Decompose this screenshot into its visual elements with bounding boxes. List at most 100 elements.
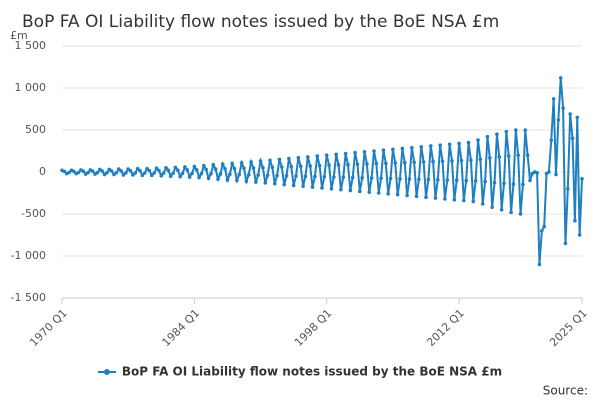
data-point xyxy=(547,170,551,174)
data-point xyxy=(360,175,364,180)
data-point xyxy=(502,181,506,186)
data-point xyxy=(138,168,142,173)
data-point xyxy=(322,174,327,179)
y-tick-label: -500 xyxy=(21,207,46,220)
data-point xyxy=(428,144,433,148)
data-point xyxy=(242,166,246,171)
data-point xyxy=(161,171,166,175)
data-point xyxy=(86,170,90,175)
data-point xyxy=(511,182,516,186)
data-point xyxy=(180,171,185,176)
data-point xyxy=(542,224,546,229)
data-point xyxy=(452,197,457,202)
data-point xyxy=(518,212,523,216)
data-point xyxy=(114,170,119,175)
data-point xyxy=(374,161,379,166)
data-point xyxy=(339,187,343,192)
data-point xyxy=(523,128,528,132)
data-point xyxy=(209,172,213,176)
data-point xyxy=(100,169,104,173)
data-point xyxy=(573,218,577,223)
data-point xyxy=(341,175,346,180)
data-point xyxy=(563,241,568,246)
data-point xyxy=(353,150,357,155)
data-point xyxy=(254,180,258,184)
data-point xyxy=(223,167,227,171)
data-point xyxy=(327,163,331,168)
data-point xyxy=(308,164,312,168)
data-point xyxy=(355,162,360,167)
data-point xyxy=(365,162,369,166)
data-point xyxy=(194,168,199,172)
data-point xyxy=(230,161,234,166)
data-point xyxy=(251,166,256,170)
data-point xyxy=(381,148,386,152)
data-point xyxy=(580,176,584,181)
data-point xyxy=(213,167,218,171)
y-tick-label: 1 500 xyxy=(15,39,47,52)
data-point xyxy=(258,159,263,163)
data-point xyxy=(119,169,123,173)
chart-title: BoP FA OI Liability flow notes issued by… xyxy=(22,12,499,32)
data-point xyxy=(457,141,461,146)
data-point xyxy=(298,164,303,169)
data-point xyxy=(185,168,190,172)
data-point xyxy=(154,166,159,171)
data-point xyxy=(216,177,220,181)
data-point xyxy=(561,106,565,110)
data-point xyxy=(197,175,201,180)
y-tick-label: -1 000 xyxy=(11,249,46,262)
data-point xyxy=(152,171,156,175)
data-point xyxy=(159,173,164,178)
data-point xyxy=(464,178,468,183)
data-point xyxy=(225,178,230,182)
data-point xyxy=(391,147,395,152)
data-point xyxy=(263,181,268,185)
data-point xyxy=(431,159,435,164)
data-point xyxy=(220,162,225,166)
data-point xyxy=(190,171,194,176)
data-point xyxy=(128,169,133,173)
data-point xyxy=(497,155,502,159)
data-point xyxy=(164,166,168,170)
data-point xyxy=(296,155,301,160)
data-point xyxy=(483,179,487,184)
data-point xyxy=(558,76,563,80)
data-point xyxy=(566,187,570,191)
data-point xyxy=(388,176,393,181)
data-point xyxy=(324,153,329,157)
data-point xyxy=(447,142,452,147)
data-point xyxy=(450,159,454,163)
data-point xyxy=(90,169,95,173)
data-point xyxy=(246,172,251,177)
data-point xyxy=(488,156,492,160)
data-point xyxy=(379,176,383,181)
legend-label: BoP FA OI Liability flow notes issued by… xyxy=(122,365,502,379)
data-point xyxy=(577,233,582,237)
y-tick-label: 1 000 xyxy=(15,81,47,94)
data-point xyxy=(549,138,554,142)
data-point xyxy=(419,145,424,149)
data-point xyxy=(459,158,464,163)
data-point xyxy=(462,198,466,203)
data-point xyxy=(105,170,109,175)
data-point xyxy=(173,165,178,170)
data-point xyxy=(393,161,398,165)
data-point xyxy=(554,172,558,177)
data-point xyxy=(495,132,499,136)
data-point xyxy=(426,177,431,182)
y-tick-label: 0 xyxy=(39,165,46,178)
data-point xyxy=(405,193,409,198)
data-point xyxy=(476,138,480,142)
data-point xyxy=(320,186,324,190)
data-point xyxy=(249,160,253,164)
data-point xyxy=(133,171,138,175)
data-point xyxy=(218,172,223,176)
x-tick-label: 2012 Q1 xyxy=(424,307,467,350)
data-point xyxy=(306,155,310,159)
data-point xyxy=(417,177,421,182)
data-point xyxy=(280,165,284,169)
data-point xyxy=(412,160,416,165)
data-point xyxy=(211,163,216,167)
